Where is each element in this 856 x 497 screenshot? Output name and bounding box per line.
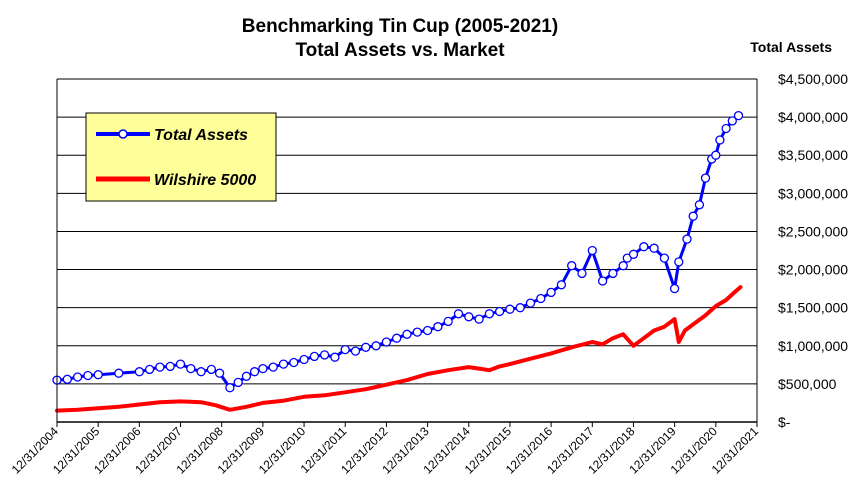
y-tick-label-8: $4,000,000 <box>778 109 848 125</box>
point-total-assets-69 <box>721 123 731 134</box>
point-total-assets-60 <box>669 283 680 294</box>
y-axis-title: Total Assets <box>750 39 832 55</box>
point-total-assets-33 <box>402 329 412 339</box>
point-total-assets-13 <box>206 364 217 375</box>
point-total-assets-26 <box>330 352 340 362</box>
point-total-assets-49 <box>567 261 577 271</box>
point-total-assets-34 <box>412 327 422 337</box>
point-total-assets-35 <box>422 325 433 336</box>
y-tick-label-1: $500,000 <box>778 376 837 392</box>
legend: Total Assets Wilshire 5000 <box>85 112 277 202</box>
point-total-assets-68 <box>715 135 725 145</box>
point-total-assets-39 <box>464 312 474 322</box>
y-axis-ticks: $- $500,000 $1,000,000 $1,500,000 $2,000,000… <box>778 71 848 430</box>
point-total-assets-46 <box>536 293 546 304</box>
x-axis-ticks: 12/31/200412/31/200512/31/200612/31/2007… <box>9 422 761 477</box>
plot-frame <box>56 79 758 423</box>
point-total-assets-63 <box>688 211 698 221</box>
point-total-assets-10 <box>175 359 186 369</box>
point-total-assets-41 <box>484 309 495 319</box>
point-total-assets-54 <box>618 261 628 271</box>
point-total-assets-2 <box>72 372 83 382</box>
point-total-assets-7 <box>144 364 155 375</box>
chart-title: Benchmarking Tin Cup (2005-2021) <box>242 16 558 37</box>
point-total-assets-29 <box>361 342 371 352</box>
point-total-assets-8 <box>155 362 165 372</box>
point-total-assets-11 <box>186 363 196 374</box>
y-tick-label-2: $1,000,000 <box>778 338 848 354</box>
point-total-assets-5 <box>114 368 124 378</box>
series-layer <box>52 110 744 413</box>
point-total-assets-30 <box>371 341 381 351</box>
point-total-assets-42 <box>494 306 505 317</box>
legend-marker-total-assets <box>118 129 128 139</box>
legend-label-total-assets: Total Assets <box>154 127 248 144</box>
point-total-assets-62 <box>682 234 692 244</box>
point-total-assets-37 <box>443 316 453 327</box>
point-total-assets-25 <box>319 350 330 360</box>
point-total-assets-56 <box>628 249 639 259</box>
point-total-assets-64 <box>694 200 705 210</box>
y-tick-label-5: $2,500,000 <box>778 223 848 239</box>
y-tick-label-9: $4,500,000 <box>778 71 848 87</box>
point-total-assets-21 <box>278 359 289 369</box>
point-total-assets-4 <box>93 370 103 380</box>
point-total-assets-24 <box>309 351 320 362</box>
point-total-assets-70 <box>727 116 737 126</box>
point-total-assets-53 <box>608 268 618 279</box>
point-total-assets-23 <box>299 354 309 365</box>
point-total-assets-3 <box>83 370 93 381</box>
point-total-assets-15 <box>225 383 235 393</box>
point-total-assets-44 <box>515 303 525 313</box>
point-total-assets-59 <box>659 253 670 263</box>
point-total-assets-47 <box>546 287 556 298</box>
point-total-assets-12 <box>196 367 206 377</box>
point-total-assets-51 <box>587 245 597 256</box>
point-total-assets-58 <box>649 243 659 253</box>
point-total-assets-50 <box>577 268 587 279</box>
point-total-assets-43 <box>505 304 515 314</box>
point-total-assets-32 <box>392 333 402 343</box>
point-total-assets-1 <box>62 374 72 384</box>
point-total-assets-57 <box>639 242 649 252</box>
point-total-assets-65 <box>700 173 711 183</box>
point-total-assets-36 <box>433 322 443 332</box>
y-tick-label-0: $- <box>778 414 791 430</box>
legend-box <box>85 112 277 202</box>
point-total-assets-14 <box>214 368 225 378</box>
chart-subtitle: Total Assets vs. Market <box>295 40 505 61</box>
point-total-assets-40 <box>474 314 484 324</box>
point-total-assets-17 <box>241 371 252 381</box>
point-total-assets-52 <box>597 276 608 286</box>
point-total-assets-48 <box>556 280 567 290</box>
point-total-assets-20 <box>268 362 278 372</box>
legend-label-wilshire-5000: Wilshire 5000 <box>154 172 256 189</box>
point-total-assets-45 <box>525 298 536 308</box>
point-total-assets-38 <box>453 309 464 319</box>
point-total-assets-31 <box>381 337 392 347</box>
point-total-assets-61 <box>674 257 684 267</box>
point-total-assets-6 <box>134 367 145 377</box>
point-total-assets-16 <box>233 377 243 388</box>
y-tick-label-6: $3,000,000 <box>778 185 848 201</box>
y-tick-label-7: $3,500,000 <box>778 147 848 163</box>
point-total-assets-19 <box>258 363 268 374</box>
point-total-assets-18 <box>249 367 260 377</box>
point-total-assets-27 <box>340 344 350 355</box>
y-tick-label-4: $2,000,000 <box>778 262 848 278</box>
point-total-assets-71 <box>733 110 744 121</box>
point-total-assets-9 <box>165 361 175 372</box>
point-total-assets-22 <box>289 357 299 368</box>
series-line-wilshire-5000 <box>55 285 743 413</box>
point-total-assets-28 <box>350 346 361 356</box>
y-tick-label-3: $1,500,000 <box>778 300 848 316</box>
point-total-assets-67 <box>711 150 721 160</box>
